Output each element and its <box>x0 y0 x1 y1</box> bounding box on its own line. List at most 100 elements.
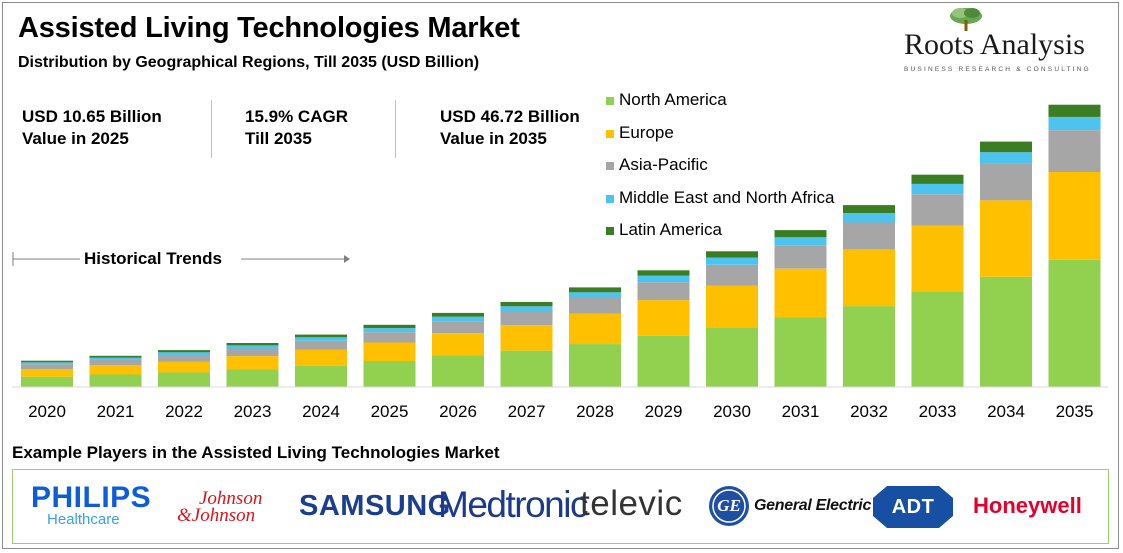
bar-segment <box>980 276 1032 387</box>
bar-segment <box>774 245 827 269</box>
televic-logo: televic <box>580 484 683 523</box>
bar-segment <box>774 317 827 387</box>
metric-divider <box>395 100 396 158</box>
legend-label: North America <box>619 90 727 109</box>
jj-line2: &Johnson <box>177 505 256 526</box>
x-tick-label: 2023 <box>234 402 272 421</box>
bar-segment <box>569 344 621 387</box>
bar-segment <box>706 257 758 265</box>
bar-segment <box>843 213 895 223</box>
bar-segment <box>843 249 895 307</box>
bar-segment <box>21 376 73 387</box>
roots-analysis-logo: Roots Analysis BUSINESS RESEARCH & CONSU… <box>890 6 1105 78</box>
bar-segment <box>226 356 279 370</box>
x-tick-label: 2028 <box>576 402 614 421</box>
bar-segment <box>363 332 416 343</box>
bar-segment <box>432 355 484 387</box>
legend-label: Latin America <box>619 220 722 239</box>
metric-value-2025: USD 10.65 Billion Value in 2025 <box>22 106 162 150</box>
philips-wordmark: PHILIPS <box>31 481 152 514</box>
bar-segment <box>1048 116 1101 131</box>
logo-name: Roots Analysis <box>904 28 1085 61</box>
bar-segment <box>637 336 690 387</box>
bar-segment <box>21 369 73 377</box>
bar-segment <box>1048 104 1101 117</box>
bar-segment <box>226 348 279 357</box>
adt-octagon-icon <box>873 486 953 528</box>
bar-segment <box>432 316 484 322</box>
bar-segment <box>89 355 142 358</box>
bar-segment <box>432 312 484 317</box>
x-tick-labels: 2020 2021 2022 2023 2024 2025 2026 2027 2028 2029… <box>28 402 1093 421</box>
bar-segment <box>89 374 142 387</box>
bar-segment <box>158 355 210 362</box>
x-tick-label: 2035 <box>1056 402 1094 421</box>
medtronic-logo: Medtronic <box>438 484 588 525</box>
bar-segment <box>843 205 895 214</box>
bar-segment <box>158 352 210 355</box>
bar-segment <box>432 333 484 356</box>
bar-segment <box>569 298 621 314</box>
bar-segment <box>363 342 416 361</box>
bar-segment <box>295 365 347 387</box>
legend-swatch <box>606 194 614 203</box>
bar-segment <box>911 225 964 292</box>
bar-segment <box>706 327 758 387</box>
bar-segment <box>911 292 964 387</box>
bar-segment <box>500 311 553 326</box>
bar-segment <box>432 321 484 334</box>
bar-segment <box>226 343 279 346</box>
logo-tagline: BUSINESS RESEARCH & CONSULTING <box>904 66 1091 73</box>
bar-segment <box>500 350 553 387</box>
x-tick-label: 2025 <box>371 402 409 421</box>
bar-segment <box>363 324 416 329</box>
bar-segment <box>500 302 553 307</box>
bar-segment <box>1048 172 1101 260</box>
ge-wordmark: General Electric <box>754 497 872 514</box>
bar-segment <box>569 292 621 298</box>
chart-subtitle: Distribution by Geographical Regions, Ti… <box>18 54 480 71</box>
x-tick-label: 2033 <box>919 402 957 421</box>
bar-segment <box>980 163 1032 201</box>
philips-healthcare: Healthcare <box>47 511 120 528</box>
x-tick-label: 2024 <box>302 402 340 421</box>
x-tick-label: 2031 <box>782 402 820 421</box>
bar-segment <box>706 251 758 258</box>
bar-segment <box>774 237 827 246</box>
jj-line1: Johnson <box>199 488 263 509</box>
bar-segment <box>980 152 1032 164</box>
bar-segment <box>774 268 827 318</box>
legend-swatch <box>606 129 614 138</box>
metric-line2: Value in 2025 <box>22 129 129 148</box>
bar-segment <box>295 334 347 338</box>
bar-segment <box>569 313 621 345</box>
honeywell-logo: Honeywell <box>973 493 1082 518</box>
bar-segment <box>911 194 964 226</box>
stacked-bar-chart: 2020 2021 2022 2023 2024 2025 2026 2027 2028 2029… <box>12 104 1108 421</box>
bar-segment <box>980 200 1032 277</box>
x-tick-label: 2026 <box>439 402 477 421</box>
bars-group <box>21 104 1101 387</box>
bar-segment <box>843 306 895 387</box>
x-tick-label: 2030 <box>713 402 751 421</box>
bar-segment <box>911 184 964 195</box>
x-tick-label: 2020 <box>28 402 66 421</box>
bar-segment <box>980 141 1032 153</box>
bar-segment <box>295 340 347 350</box>
bar-segment <box>89 357 142 360</box>
historical-trend-arrow <box>12 252 350 266</box>
players-title: Example Players in the Assisted Living T… <box>12 443 500 462</box>
bar-segment <box>706 264 758 286</box>
metric-line1: USD 10.65 Billion <box>22 107 162 126</box>
bar-segment <box>774 230 827 238</box>
bar-segment <box>226 369 279 387</box>
legend-label: Europe <box>619 122 674 142</box>
samsung-logo: SAMSUNG <box>299 490 451 522</box>
bar-segment <box>500 325 553 351</box>
bar-segment <box>911 174 964 184</box>
bar-segment <box>637 275 690 283</box>
x-tick-label: 2022 <box>165 402 203 421</box>
x-tick-label: 2032 <box>850 402 888 421</box>
bar-segment <box>158 372 210 387</box>
